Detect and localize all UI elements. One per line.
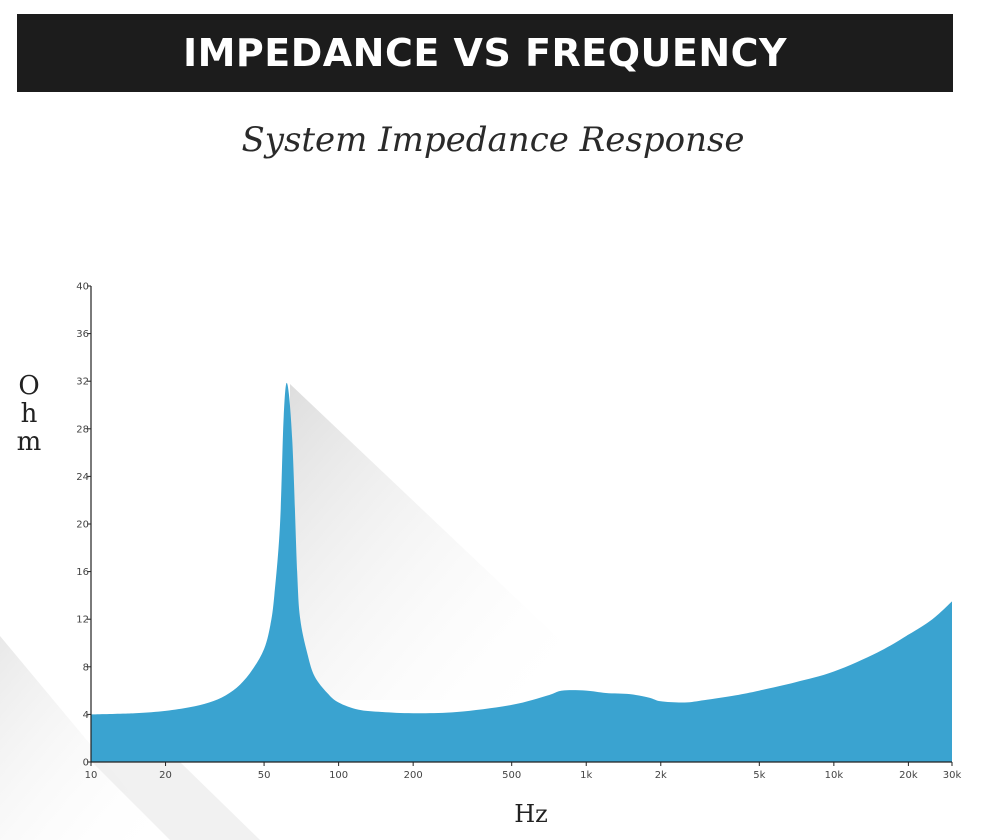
- y-tick-label: 4: [83, 710, 89, 721]
- page-title: IMPEDANCE VS FREQUENCY: [17, 14, 953, 92]
- impedance-area: [91, 382, 952, 762]
- y-tick-label: 28: [76, 424, 89, 435]
- y-axis-label-letter: m: [16, 427, 42, 457]
- bottom-shadow: [92, 762, 260, 840]
- y-tick-label: 16: [76, 567, 89, 578]
- x-tick-label: 200: [404, 770, 423, 781]
- y-axis-label-letter: O: [18, 371, 40, 401]
- y-tick-label: 0: [83, 758, 89, 769]
- x-tick-label: 50: [258, 770, 271, 781]
- x-tick-label: 30k: [943, 770, 962, 781]
- y-tick-label: 40: [76, 282, 89, 293]
- y-tick-label: 12: [76, 615, 89, 626]
- x-tick-label: 10k: [825, 770, 844, 781]
- x-tick-label: 100: [329, 770, 348, 781]
- y-tick-label: 8: [83, 662, 89, 673]
- y-tick-label: 24: [76, 472, 89, 483]
- peak-shadow: [290, 384, 560, 700]
- chart-title: System Impedance Response: [241, 120, 745, 160]
- x-tick-label: 5k: [753, 770, 765, 781]
- x-tick-label: 20: [159, 770, 172, 781]
- y-tick-label: 32: [76, 377, 89, 388]
- x-tick-label: 500: [502, 770, 521, 781]
- x-axis-label: Hz: [514, 800, 548, 828]
- y-tick-label: 36: [76, 329, 89, 340]
- x-tick-label: 2k: [655, 770, 667, 781]
- x-tick-label: 20k: [899, 770, 918, 781]
- y-tick-label: 20: [76, 520, 89, 531]
- x-tick-label: 1k: [580, 770, 592, 781]
- x-tick-label: 10: [85, 770, 98, 781]
- y-axis-label-letter: h: [20, 399, 38, 429]
